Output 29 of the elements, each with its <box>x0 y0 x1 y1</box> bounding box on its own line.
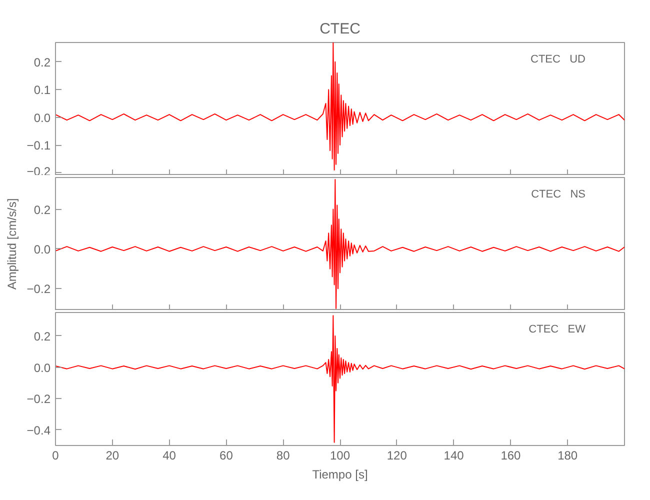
y-tick-label: 0.2 <box>34 202 51 217</box>
x-tick-label: 100 <box>330 448 350 462</box>
x-tick-label: 140 <box>444 448 464 462</box>
annotation: CTEC UD <box>530 54 586 66</box>
annotation: CTEC NS <box>531 188 586 200</box>
line-series <box>56 42 624 170</box>
y-tick-label: 0.2 <box>34 329 51 344</box>
y-tick-label: −0.4 <box>26 423 51 438</box>
chart-title: CTEC <box>320 20 361 38</box>
y-tick-label: 0.0 <box>34 360 51 375</box>
x-tick-label: 160 <box>500 448 522 462</box>
y-axis-title: Amplitud [cm/s/s] <box>4 198 19 290</box>
x-tick-label: 120 <box>386 448 408 462</box>
x-tick-label: 40 <box>162 448 176 462</box>
x-tick-label: 180 <box>558 448 578 462</box>
y-tick-label: −0.1 <box>26 138 51 153</box>
y-tick-label: −0.2 <box>26 282 51 296</box>
y-tick-label: 0.0 <box>34 242 51 256</box>
y-tick-label: −0.2 <box>26 392 51 406</box>
y-tick-label: 0.1 <box>34 83 51 98</box>
y-tick-label: 0.0 <box>34 110 51 125</box>
y-tick-label: 0.2 <box>34 55 51 70</box>
x-tick-label: 80 <box>276 448 290 462</box>
line-series <box>56 315 624 443</box>
x-tick-label: 20 <box>106 448 120 462</box>
annotation: CTEC EW <box>528 324 586 336</box>
x-tick-label: 0 <box>52 448 60 462</box>
x-axis-title: Tiempo [s] <box>312 468 368 482</box>
x-tick-label: 60 <box>220 448 234 462</box>
